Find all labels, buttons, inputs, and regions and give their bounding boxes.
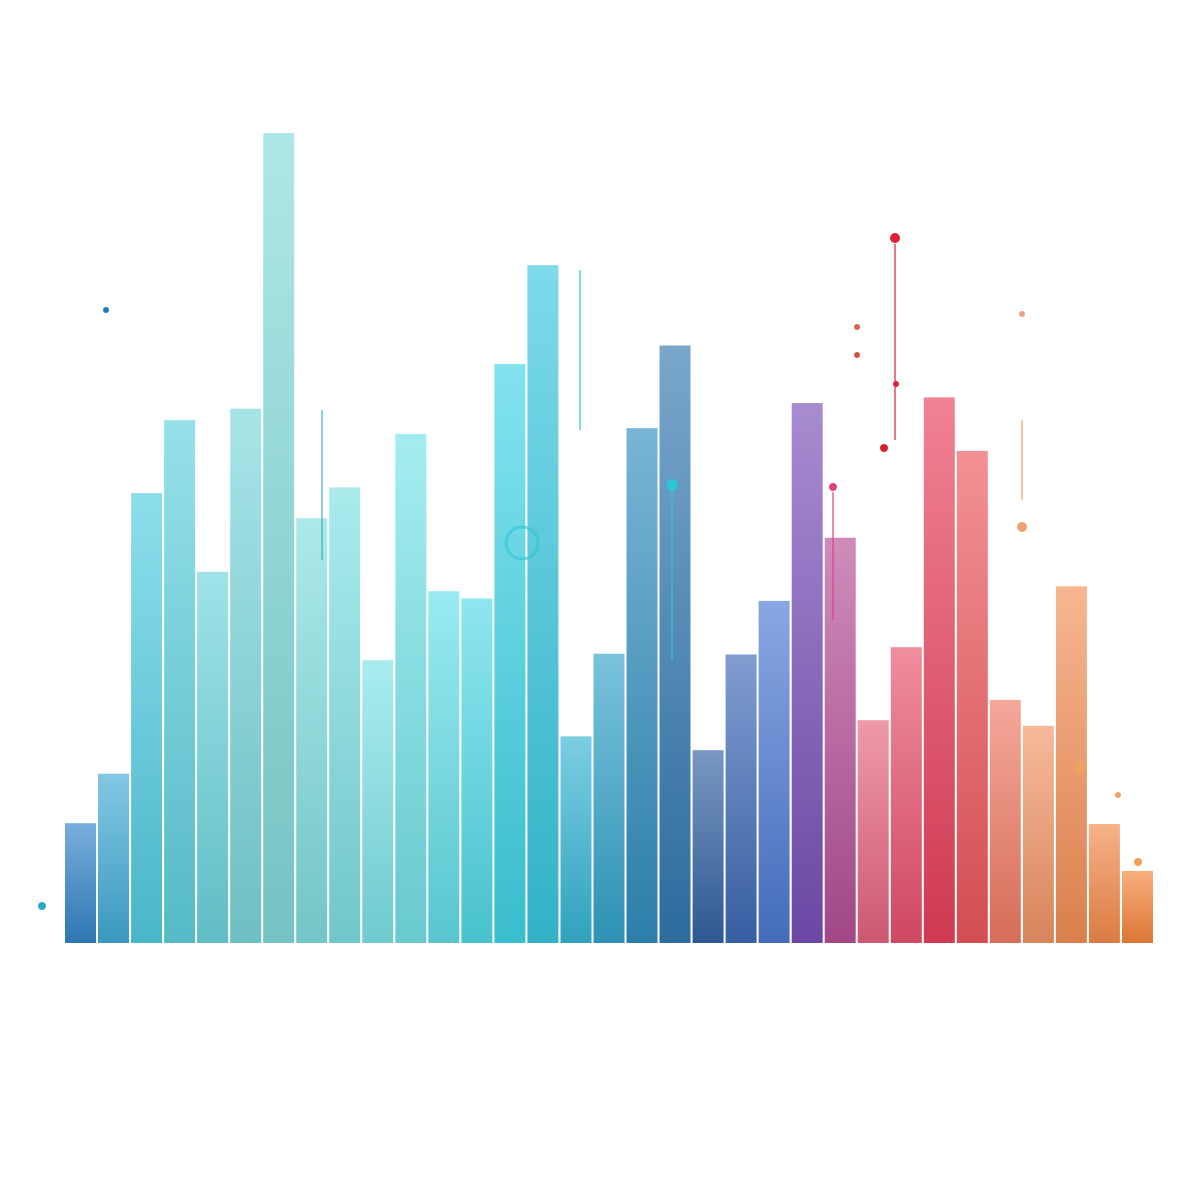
bar-15 [527,265,559,944]
splatter-dot-13 [1115,792,1121,798]
bar-25 [857,720,889,944]
splatter-dot-8 [880,444,888,452]
bar-3 [131,493,163,944]
bar-19 [659,345,691,944]
splatter-dot-11 [829,483,837,491]
bar-24 [824,537,856,944]
bar-16 [560,736,592,944]
bar-5 [197,571,229,944]
bar-30 [1022,725,1054,944]
bar-28 [956,450,988,944]
splatter-dot-3 [666,479,678,491]
bar-9 [329,487,361,944]
bar-17 [593,653,625,944]
bar-14 [494,364,526,945]
bar-8 [296,518,328,944]
bar-11 [395,433,427,944]
ring-decoration [504,525,540,561]
bar-32 [1088,824,1120,944]
bar-6 [230,408,262,944]
splatter-dot-7 [893,381,899,387]
splatter-dot-14 [1134,858,1142,866]
bar-10 [362,660,394,944]
splatter-dot-6 [854,352,860,358]
splatter-dot-2 [38,902,46,910]
bar-29 [989,699,1021,944]
splatter-dot-10 [1017,522,1027,532]
bar-1 [65,823,96,944]
splatter-dot-9 [1019,311,1025,317]
decoration-group [38,233,1142,910]
bar-4 [164,420,196,945]
splatter-dot-1 [103,307,109,313]
bar-18 [626,428,658,944]
bar-33 [1122,871,1153,944]
bar-27 [923,397,955,944]
bar-13 [461,598,493,944]
bar-23 [791,403,823,945]
bar-21 [725,654,757,944]
bar-12 [428,591,460,944]
bar-2 [98,773,129,944]
splatter-dot-4 [890,233,900,243]
splatter-dot-5 [854,324,860,330]
bar-26 [890,647,922,944]
bar-20 [692,750,724,944]
bars-group [65,133,1153,945]
bar-7 [263,133,295,944]
bar-22 [758,600,790,944]
splatter-dot-12 [1073,761,1087,775]
